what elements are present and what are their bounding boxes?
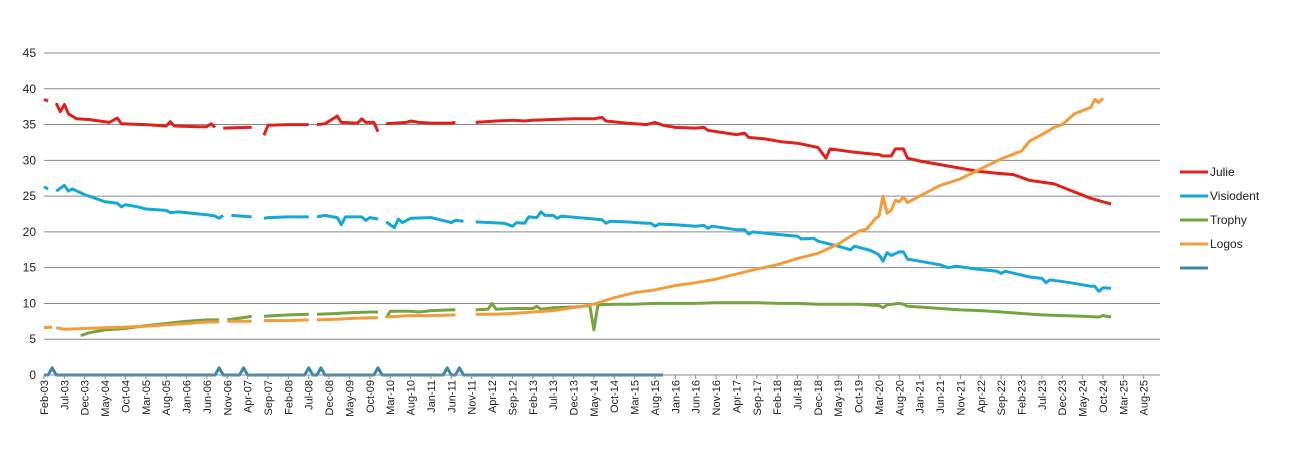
x-tick-label: Apr-17 — [731, 380, 743, 413]
x-tick-label: Aug-15 — [650, 380, 662, 415]
logos-line — [43, 97, 1105, 331]
x-tick-label: Feb-03 — [39, 380, 51, 415]
x-tick-label: Aug-10 — [406, 380, 418, 415]
y-tick-label: 5 — [29, 332, 36, 346]
x-tick-label: Dec-13 — [568, 380, 580, 415]
x-tick-label: Mar-25 — [1118, 380, 1130, 415]
x-tick-label: Apr-07 — [243, 380, 255, 413]
y-tick-label: 40 — [23, 82, 37, 96]
y-tick-label: 25 — [23, 189, 37, 203]
x-tick-label: Nov-06 — [222, 380, 234, 415]
series-5-line — [44, 366, 664, 377]
x-tick-label: Dec-23 — [1057, 380, 1069, 415]
x-tick-label: Aug-20 — [894, 380, 906, 415]
legend-label-trophy: Trophy — [1210, 213, 1247, 227]
x-tick-label: May-19 — [833, 380, 845, 417]
x-tick-label: Jul-03 — [59, 380, 71, 410]
x-tick-label: Jul-23 — [1037, 380, 1049, 410]
x-tick-label: Jul-18 — [793, 380, 805, 410]
x-tick-label: Jan-11 — [426, 380, 438, 413]
x-tick-label: Mar-15 — [630, 380, 642, 415]
x-tick-label: Mar-05 — [141, 380, 153, 415]
x-tick-label: Jul-13 — [548, 380, 560, 410]
x-tick-label: Jan-21 — [915, 380, 927, 414]
y-tick-label: 20 — [23, 225, 37, 239]
y-tick-label: 0 — [29, 368, 36, 382]
y-tick-label: 15 — [23, 261, 37, 275]
x-tick-label: Sep-07 — [263, 380, 275, 415]
gridlines — [44, 52, 1160, 340]
trophy-line — [80, 301, 1112, 338]
x-tick-label: Dec-18 — [813, 380, 825, 415]
x-tick-label: Oct-19 — [854, 380, 866, 413]
legend: Julie Visiodent Trophy Logos — [1180, 165, 1260, 270]
y-tick-label: 45 — [23, 46, 37, 60]
y-tick-label: 35 — [23, 118, 37, 132]
x-tick-label: Dec-03 — [80, 380, 92, 415]
series-lines — [43, 97, 1112, 377]
legend-label-logos: Logos — [1210, 237, 1243, 251]
x-tick-label: Jun-16 — [691, 380, 703, 414]
y-tick-label: 30 — [23, 153, 37, 167]
x-tick-label: Feb-23 — [1017, 380, 1029, 415]
x-tick-label: Mar-20 — [874, 380, 886, 415]
legend-label-julie: Julie — [1210, 165, 1235, 179]
x-tick-label: Dec-08 — [324, 380, 336, 415]
x-tick-label: Oct-09 — [365, 380, 377, 413]
x-tick-label: Mar-10 — [385, 380, 397, 415]
x-axis-tick-labels: Feb-03 Jul-03 Dec-03 May-04 Oct-04 Mar-05 Aug-… — [39, 380, 1151, 417]
x-tick-label: Aug-25 — [1139, 380, 1151, 415]
legend-label-visiodent: Visiodent — [1210, 189, 1260, 203]
x-axis — [43, 374, 1160, 379]
x-tick-label: Jul-08 — [304, 380, 316, 410]
x-tick-label: Jun-21 — [935, 380, 947, 414]
x-tick-label: May-04 — [100, 380, 112, 417]
visiodent-line — [43, 183, 1112, 293]
y-axis-tick-labels: 0 5 10 15 20 25 30 35 40 45 — [23, 46, 37, 382]
x-tick-label: Apr-22 — [976, 380, 988, 413]
x-tick-label: Jan-06 — [182, 380, 194, 414]
x-tick-label: Nov-16 — [711, 380, 723, 415]
x-tick-label: Sep-12 — [507, 380, 519, 415]
x-tick-label: Oct-24 — [1098, 380, 1110, 413]
x-tick-label: Feb-08 — [283, 380, 295, 415]
x-tick-label: Sep-17 — [752, 380, 764, 415]
x-tick-label: Jun-06 — [202, 380, 214, 414]
x-tick-label: May-14 — [589, 380, 601, 417]
x-tick-label: Jun-11 — [446, 380, 458, 413]
x-tick-label: May-24 — [1078, 380, 1090, 417]
x-tick-label: Apr-12 — [487, 380, 499, 413]
x-tick-label: Oct-04 — [120, 380, 132, 413]
y-tick-label: 10 — [23, 296, 37, 310]
x-tick-label: Jan-16 — [670, 380, 682, 414]
x-tick-label: Sep-22 — [996, 380, 1008, 415]
x-tick-label: Oct-14 — [609, 380, 621, 413]
x-tick-label: Feb-13 — [528, 380, 540, 415]
x-tick-label: Feb-18 — [772, 380, 784, 415]
julie-line — [43, 98, 1112, 206]
x-tick-label: Nov-11 — [467, 380, 479, 415]
x-tick-label: Nov-21 — [955, 380, 967, 415]
x-tick-label: May-09 — [344, 380, 356, 417]
x-tick-label: Aug-05 — [161, 380, 173, 415]
